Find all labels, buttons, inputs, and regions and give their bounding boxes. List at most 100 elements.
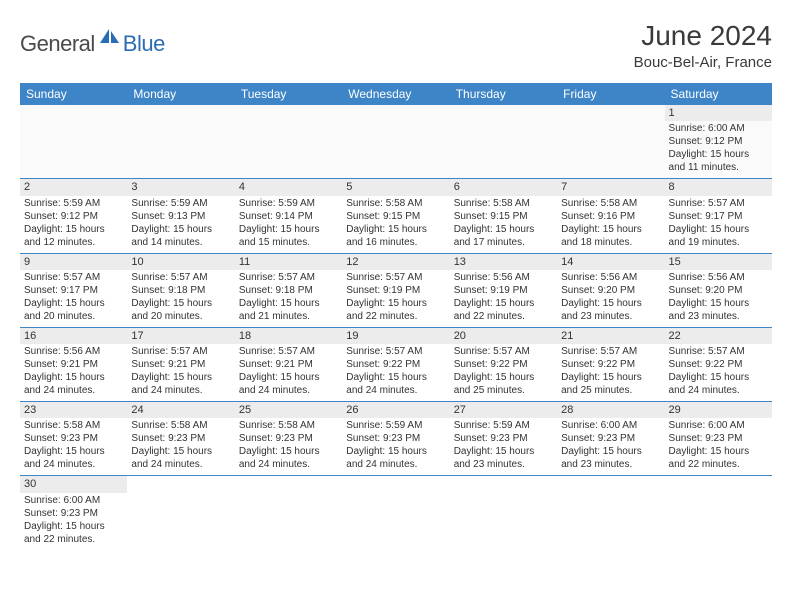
cell-details: Sunrise: 5:58 AMSunset: 9:16 PMDaylight:… — [561, 197, 660, 249]
day-number: 2 — [20, 179, 127, 195]
cell-line: Sunrise: 5:57 AM — [239, 345, 338, 358]
cell-line: Sunrise: 5:58 AM — [561, 197, 660, 210]
calendar-row: 30Sunrise: 6:00 AMSunset: 9:23 PMDayligh… — [20, 476, 772, 550]
calendar-cell: 6Sunrise: 5:58 AMSunset: 9:15 PMDaylight… — [450, 179, 557, 253]
day-number: 9 — [20, 254, 127, 270]
day-number: 1 — [665, 105, 772, 121]
calendar-cell: 27Sunrise: 5:59 AMSunset: 9:23 PMDayligh… — [450, 402, 557, 476]
day-number: 8 — [665, 179, 772, 195]
cell-line: Daylight: 15 hours — [239, 445, 338, 458]
cell-line: Sunrise: 5:59 AM — [346, 419, 445, 432]
cell-line: Sunrise: 5:56 AM — [561, 271, 660, 284]
day-number: 14 — [557, 254, 664, 270]
day-number: 19 — [342, 328, 449, 344]
cell-details: Sunrise: 5:57 AMSunset: 9:22 PMDaylight:… — [346, 345, 445, 397]
cell-details: Sunrise: 5:59 AMSunset: 9:12 PMDaylight:… — [24, 197, 123, 249]
day-number: 23 — [20, 402, 127, 418]
cell-line: Sunrise: 5:58 AM — [239, 419, 338, 432]
calendar-cell: 19Sunrise: 5:57 AMSunset: 9:22 PMDayligh… — [342, 327, 449, 401]
cell-details: Sunrise: 5:57 AMSunset: 9:19 PMDaylight:… — [346, 271, 445, 323]
cell-details: Sunrise: 6:00 AMSunset: 9:23 PMDaylight:… — [24, 494, 123, 546]
calendar-table: Sunday Monday Tuesday Wednesday Thursday… — [20, 83, 772, 550]
cell-line: Daylight: 15 hours — [239, 297, 338, 310]
day-number: 24 — [127, 402, 234, 418]
calendar-cell — [20, 105, 127, 179]
day-number: 3 — [127, 179, 234, 195]
day-number: 29 — [665, 402, 772, 418]
cell-line: Daylight: 15 hours — [454, 445, 553, 458]
cell-line: and 12 minutes. — [24, 236, 123, 249]
calendar-cell: 4Sunrise: 5:59 AMSunset: 9:14 PMDaylight… — [235, 179, 342, 253]
cell-line: Sunset: 9:23 PM — [24, 507, 123, 520]
cell-line: Sunset: 9:14 PM — [239, 210, 338, 223]
cell-line: and 22 minutes. — [24, 533, 123, 546]
calendar-cell: 20Sunrise: 5:57 AMSunset: 9:22 PMDayligh… — [450, 327, 557, 401]
cell-line: Sunset: 9:18 PM — [131, 284, 230, 297]
cell-line: Sunset: 9:15 PM — [346, 210, 445, 223]
calendar-row: 16Sunrise: 5:56 AMSunset: 9:21 PMDayligh… — [20, 327, 772, 401]
calendar-cell: 23Sunrise: 5:58 AMSunset: 9:23 PMDayligh… — [20, 402, 127, 476]
cell-line: and 20 minutes. — [24, 310, 123, 323]
cell-details: Sunrise: 5:56 AMSunset: 9:21 PMDaylight:… — [24, 345, 123, 397]
calendar-cell: 13Sunrise: 5:56 AMSunset: 9:19 PMDayligh… — [450, 253, 557, 327]
weekday-header: Saturday — [665, 83, 772, 105]
cell-line: Daylight: 15 hours — [669, 297, 768, 310]
weekday-header: Monday — [127, 83, 234, 105]
cell-line: Daylight: 15 hours — [669, 148, 768, 161]
cell-line: Sunrise: 5:59 AM — [239, 197, 338, 210]
cell-line: and 23 minutes. — [669, 310, 768, 323]
calendar-cell: 16Sunrise: 5:56 AMSunset: 9:21 PMDayligh… — [20, 327, 127, 401]
cell-line: Daylight: 15 hours — [346, 371, 445, 384]
cell-line: Sunset: 9:20 PM — [669, 284, 768, 297]
cell-details: Sunrise: 5:57 AMSunset: 9:22 PMDaylight:… — [454, 345, 553, 397]
day-number: 13 — [450, 254, 557, 270]
cell-line: and 24 minutes. — [239, 458, 338, 471]
cell-line: Daylight: 15 hours — [24, 520, 123, 533]
calendar-cell: 25Sunrise: 5:58 AMSunset: 9:23 PMDayligh… — [235, 402, 342, 476]
cell-line: and 24 minutes. — [24, 458, 123, 471]
cell-line: Daylight: 15 hours — [346, 445, 445, 458]
calendar-cell: 12Sunrise: 5:57 AMSunset: 9:19 PMDayligh… — [342, 253, 449, 327]
calendar-cell: 15Sunrise: 5:56 AMSunset: 9:20 PMDayligh… — [665, 253, 772, 327]
cell-line: Sunset: 9:22 PM — [561, 358, 660, 371]
calendar-cell: 14Sunrise: 5:56 AMSunset: 9:20 PMDayligh… — [557, 253, 664, 327]
day-number: 25 — [235, 402, 342, 418]
cell-line: and 14 minutes. — [131, 236, 230, 249]
cell-line: and 20 minutes. — [131, 310, 230, 323]
cell-line: Sunset: 9:16 PM — [561, 210, 660, 223]
cell-details: Sunrise: 6:00 AMSunset: 9:23 PMDaylight:… — [669, 419, 768, 471]
day-number: 5 — [342, 179, 449, 195]
cell-line: Daylight: 15 hours — [131, 223, 230, 236]
cell-line: Sunset: 9:23 PM — [131, 432, 230, 445]
calendar-cell — [235, 105, 342, 179]
cell-details: Sunrise: 5:57 AMSunset: 9:22 PMDaylight:… — [561, 345, 660, 397]
calendar-cell: 21Sunrise: 5:57 AMSunset: 9:22 PMDayligh… — [557, 327, 664, 401]
cell-line: Daylight: 15 hours — [239, 223, 338, 236]
calendar-cell: 28Sunrise: 6:00 AMSunset: 9:23 PMDayligh… — [557, 402, 664, 476]
cell-line: Daylight: 15 hours — [131, 371, 230, 384]
cell-line: Sunset: 9:13 PM — [131, 210, 230, 223]
cell-line: Sunrise: 5:57 AM — [669, 345, 768, 358]
cell-line: and 19 minutes. — [669, 236, 768, 249]
cell-details: Sunrise: 5:57 AMSunset: 9:17 PMDaylight:… — [24, 271, 123, 323]
calendar-cell — [235, 476, 342, 550]
sail-icon — [99, 28, 121, 47]
cell-line: Sunset: 9:23 PM — [24, 432, 123, 445]
cell-line: Sunrise: 5:57 AM — [346, 271, 445, 284]
cell-line: Daylight: 15 hours — [561, 223, 660, 236]
cell-line: Sunset: 9:17 PM — [24, 284, 123, 297]
cell-line: and 16 minutes. — [346, 236, 445, 249]
calendar-row: 1Sunrise: 6:00 AMSunset: 9:12 PMDaylight… — [20, 105, 772, 179]
cell-line: Sunrise: 5:57 AM — [24, 271, 123, 284]
cell-details: Sunrise: 5:59 AMSunset: 9:14 PMDaylight:… — [239, 197, 338, 249]
cell-line: and 25 minutes. — [561, 384, 660, 397]
cell-line: Sunset: 9:22 PM — [346, 358, 445, 371]
calendar-cell: 10Sunrise: 5:57 AMSunset: 9:18 PMDayligh… — [127, 253, 234, 327]
calendar-cell: 5Sunrise: 5:58 AMSunset: 9:15 PMDaylight… — [342, 179, 449, 253]
cell-line: and 18 minutes. — [561, 236, 660, 249]
cell-line: Sunset: 9:22 PM — [669, 358, 768, 371]
cell-line: Sunset: 9:23 PM — [346, 432, 445, 445]
cell-line: Daylight: 15 hours — [561, 297, 660, 310]
cell-line: Sunset: 9:15 PM — [454, 210, 553, 223]
calendar-cell — [342, 476, 449, 550]
